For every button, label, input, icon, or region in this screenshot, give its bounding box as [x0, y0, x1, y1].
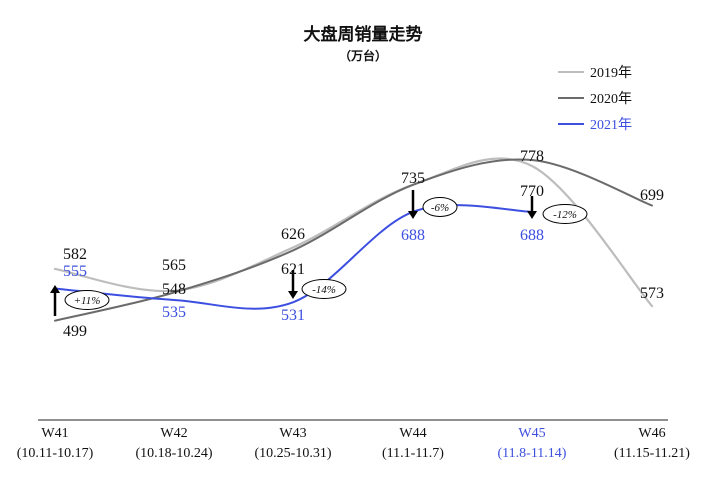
series-line-2019	[53, 157, 654, 308]
legend-label-2021: 2021年	[590, 117, 632, 133]
value-label-2020-w44: 735	[401, 170, 425, 187]
change-label-w45: -12%	[553, 209, 577, 221]
x-tick-w43: W43	[279, 426, 306, 441]
change-arrowhead-w45	[527, 211, 537, 219]
legend-label-2020: 2020年	[590, 91, 632, 107]
legend: 2019年 2020年 2021年	[558, 65, 632, 133]
value-label-2020-w45: 778	[520, 148, 544, 165]
change-badge-w41	[64, 290, 110, 310]
legend-label-2019: 2019年	[590, 65, 632, 81]
value-label-2021-w44: 688	[401, 227, 425, 244]
value-label-2021-w45: 688	[520, 227, 544, 244]
chart-subtitle: （万台）	[339, 48, 387, 63]
change-badge-w45	[542, 204, 588, 224]
chart-title: 大盘周销量走势	[304, 24, 423, 45]
x-tick-date-w46: (11.15-11.21)	[614, 446, 690, 461]
x-tick-w41: W41	[41, 426, 68, 441]
value-labels: 582 565 573 499 548 626 735 778 699 555 535 531 688 6…	[63, 148, 664, 340]
change-badge-w43	[301, 279, 347, 299]
annotations: +11% -14% -6% -12%	[50, 190, 588, 316]
value-label-2020-w42: 548	[162, 281, 186, 298]
change-arrowhead-w44	[408, 211, 418, 219]
value-label-2019-w46: 573	[640, 285, 664, 302]
value-label-2020-w41: 499	[63, 323, 87, 340]
x-tick-date-w42: (10.18-10.24)	[136, 446, 213, 461]
x-tick-w44: W44	[399, 426, 426, 441]
value-label-2021-w41: 555	[63, 263, 87, 280]
change-label-w43: -14%	[312, 284, 336, 296]
change-arrowhead-w41	[50, 285, 60, 293]
value-label-extra-w43: 621	[281, 261, 305, 278]
x-tick-date-w43: (10.25-10.31)	[255, 446, 332, 461]
x-tick-w45: W45	[518, 426, 545, 441]
value-label-2020-w43: 626	[281, 226, 305, 243]
value-label-2019-w41: 582	[63, 246, 87, 263]
series-line-2020	[54, 158, 653, 322]
change-label-w41: +11%	[74, 295, 101, 307]
change-arrowhead-w43	[288, 291, 298, 299]
x-tick-date-w44: (11.1-11.7)	[382, 446, 444, 461]
x-tick-date-w45: (11.8-11.14)	[498, 446, 567, 461]
value-label-2020-w46: 699	[640, 187, 664, 204]
x-axis: W41 (10.11-10.17) W42 (10.18-10.24) W43 (10.2…	[17, 426, 691, 461]
value-label-extra-w45: 770	[520, 183, 544, 200]
value-label-2021-w43: 531	[281, 307, 305, 324]
change-label-w44: -6%	[431, 202, 449, 214]
x-tick-date-w41: (10.11-10.17)	[17, 446, 94, 461]
value-label-2021-w42: 535	[162, 304, 186, 321]
x-tick-w46: W46	[638, 426, 665, 441]
x-tick-w42: W42	[160, 426, 187, 441]
series-lines	[53, 157, 654, 322]
change-badge-w44	[422, 197, 458, 217]
value-label-2019-w42: 565	[162, 257, 186, 274]
